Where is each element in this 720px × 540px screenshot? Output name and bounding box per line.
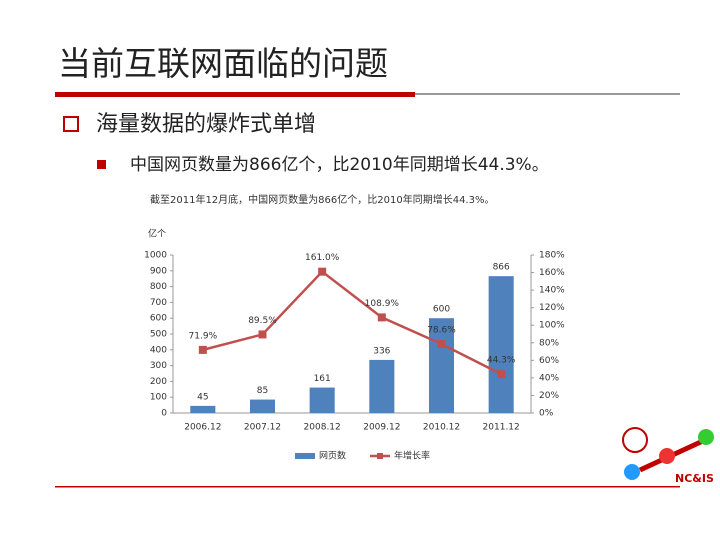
- legend-swatch: [377, 453, 383, 459]
- data-label: 45: [197, 392, 208, 402]
- marker: [437, 340, 446, 349]
- legend-label: 年增长率: [394, 450, 430, 462]
- title-rule: [55, 92, 415, 97]
- marker: [198, 345, 207, 354]
- y-tick-label: 800: [150, 282, 167, 292]
- data-label: 44.3%: [487, 356, 516, 366]
- legend-swatch: [295, 453, 315, 459]
- logo-dot: [698, 429, 714, 445]
- bullet: 中国网页数量为866亿个，比2010年同期增长44.3%。: [130, 155, 549, 175]
- x-tick-label: 2006.12: [184, 423, 221, 433]
- slide-title: 当前互联网面临的问题: [58, 44, 388, 83]
- y-tick-label: 600: [150, 314, 167, 324]
- chart-title: 截至2011年12月底，中国网页数量为866亿个，比2010年同期增长44.3%…: [150, 193, 494, 206]
- bullet-icon: [97, 160, 106, 169]
- y-tick-label: 900: [150, 266, 167, 276]
- marker: [258, 330, 267, 339]
- y-tick-label: 100: [150, 393, 167, 403]
- data-label: 161.0%: [305, 253, 340, 263]
- y-tick-label: 500: [150, 330, 167, 340]
- data-label: 866: [493, 263, 510, 273]
- footer-rule: [55, 486, 680, 488]
- x-tick-label: 2007.12: [244, 423, 281, 433]
- y-tick-label: 300: [150, 361, 167, 371]
- bar: [190, 405, 216, 413]
- title-rule-gray: [415, 93, 680, 95]
- bar: [428, 318, 455, 413]
- y2-tick-label: 0%: [539, 409, 554, 419]
- logo-emblem: [622, 427, 648, 453]
- bullet: 海量数据的爆炸式单增: [96, 112, 316, 137]
- data-label: 600: [433, 305, 450, 315]
- marker: [497, 370, 506, 379]
- x-tick-label: 2010.12: [423, 423, 460, 433]
- y2-tick-label: 20%: [539, 391, 559, 401]
- x-tick-label: 2011.12: [483, 423, 520, 433]
- line: [202, 270, 502, 376]
- y2-tick-label: 140%: [539, 286, 565, 296]
- y2-tick-label: 80%: [539, 338, 559, 348]
- y-tick-label: 0: [161, 409, 167, 419]
- bar: [309, 387, 335, 413]
- data-label: 85: [257, 386, 268, 396]
- bar: [369, 359, 395, 413]
- bullet-icon: [63, 116, 79, 132]
- y2-tick-label: 160%: [539, 268, 565, 278]
- data-label: 336: [373, 346, 390, 356]
- data-label: 108.9%: [365, 299, 400, 309]
- y-tick-label: 200: [150, 377, 167, 387]
- bar: [488, 276, 514, 413]
- data-label: 71.9%: [189, 331, 218, 341]
- marker: [318, 267, 327, 276]
- y2-tick-label: 40%: [539, 373, 559, 383]
- y2-tick-label: 100%: [539, 321, 565, 331]
- data-label: 161: [314, 374, 331, 384]
- y-tick-label: 400: [150, 345, 167, 355]
- x-tick-label: 2009.12: [363, 423, 400, 433]
- data-label: 78.6%: [427, 326, 456, 336]
- logo-text: NC&IS: [675, 472, 714, 485]
- y-tick-label: 700: [150, 298, 167, 308]
- logo-dot: [659, 448, 675, 464]
- y2-tick-label: 120%: [539, 303, 565, 313]
- y-axis-label: 亿个: [148, 228, 166, 240]
- y-tick-label: 1000: [144, 251, 167, 261]
- data-label: 89.5%: [248, 316, 277, 326]
- y2-tick-label: 60%: [539, 356, 559, 366]
- bar: [249, 399, 276, 413]
- legend-label: 网页数: [319, 450, 346, 462]
- marker: [377, 313, 386, 322]
- y2-tick-label: 180%: [539, 251, 565, 261]
- logo-dot: [624, 464, 640, 480]
- x-tick-label: 2008.12: [304, 423, 341, 433]
